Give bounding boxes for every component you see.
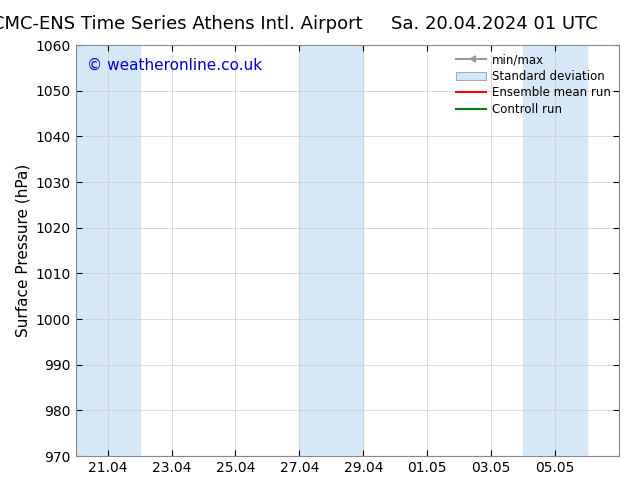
Bar [299, 45, 363, 456]
Text: Sa. 20.04.2024 01 UTC: Sa. 20.04.2024 01 UTC [391, 15, 598, 33]
Bar [75, 45, 139, 456]
Legend: min/max, Standard deviation, Ensemble mean run, Controll run: min/max, Standard deviation, Ensemble me… [451, 49, 616, 121]
Bar [523, 45, 587, 456]
Text: CMC-ENS Time Series Athens Intl. Airport: CMC-ENS Time Series Athens Intl. Airport [0, 15, 363, 33]
Y-axis label: Surface Pressure (hPa): Surface Pressure (hPa) [15, 164, 30, 337]
Text: © weatheronline.co.uk: © weatheronline.co.uk [86, 57, 262, 73]
